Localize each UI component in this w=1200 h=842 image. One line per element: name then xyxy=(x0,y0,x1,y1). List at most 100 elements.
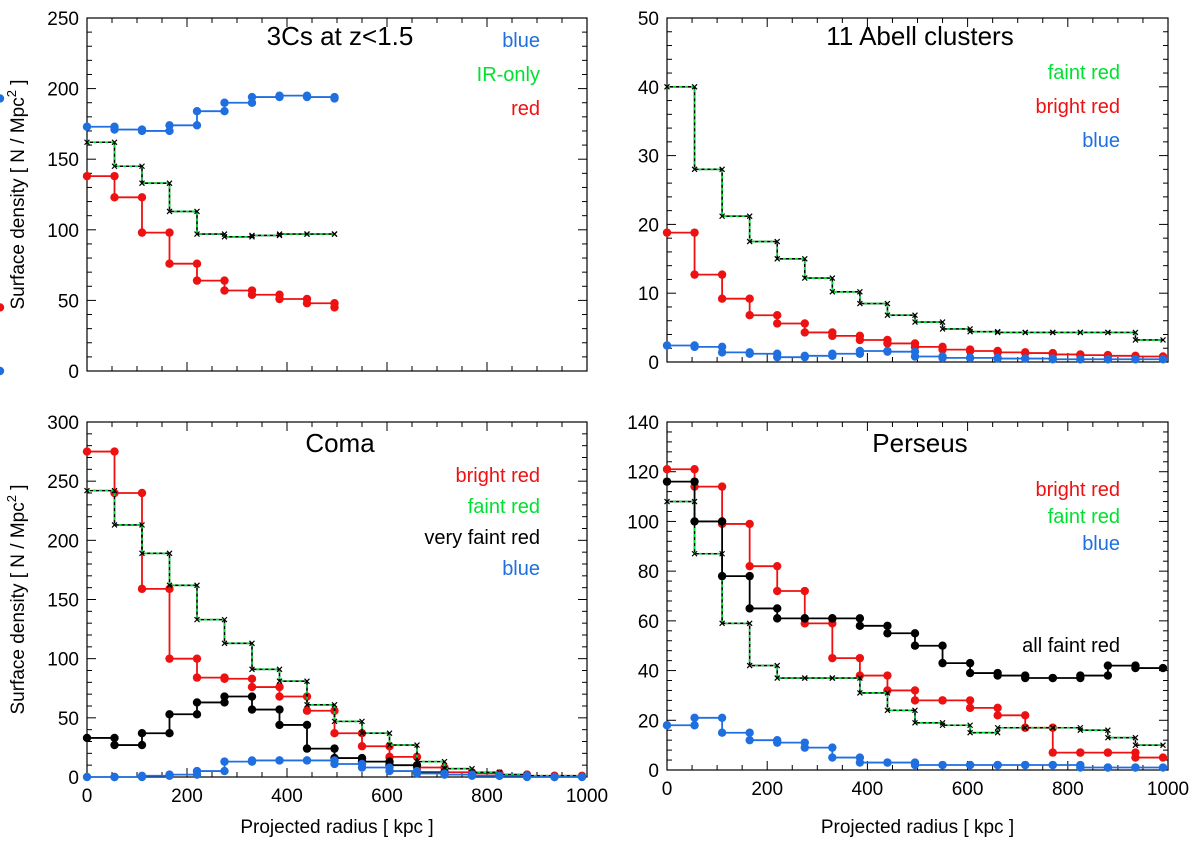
data-point xyxy=(275,91,284,100)
data-point xyxy=(828,349,837,358)
data-point xyxy=(1021,711,1030,720)
x-tick-label: 1000 xyxy=(566,786,608,807)
data-point xyxy=(690,477,699,486)
y-tick-label: 0 xyxy=(68,362,79,383)
data-point xyxy=(137,228,147,237)
panel-1: 0 50 100 150 200 250 Surface density [ N / Mpc… xyxy=(0,9,588,383)
x-tick-label: 800 xyxy=(471,786,503,807)
data-point xyxy=(1104,727,1111,734)
series-line-base xyxy=(667,86,1163,341)
data-point xyxy=(939,326,946,332)
data-point xyxy=(137,584,147,594)
y-axis-label: Surface density [ N / Mpc2 ] xyxy=(4,79,29,309)
data-point xyxy=(194,231,200,237)
data-point xyxy=(194,208,200,215)
data-point xyxy=(220,276,229,285)
data-point xyxy=(910,352,920,361)
data-point xyxy=(110,125,119,134)
data-point xyxy=(247,756,257,765)
data-point xyxy=(386,742,393,748)
data-point xyxy=(412,760,422,770)
panel-4: 0 200 400 600 800 1000 0 20 40 60 80 100 120 140 Proje… xyxy=(627,413,1189,838)
y-tick-label: 300 xyxy=(47,413,79,434)
data-point xyxy=(247,290,257,299)
data-point xyxy=(1158,355,1168,364)
x-tick-label: 1000 xyxy=(1147,779,1189,800)
data-point xyxy=(884,300,891,307)
data-point xyxy=(302,720,312,730)
y-tick-label: 250 xyxy=(47,472,79,493)
legend-entry: faint red xyxy=(1048,506,1120,528)
data-point xyxy=(276,666,283,673)
y-tick-label: 60 xyxy=(638,612,659,633)
data-point xyxy=(111,163,118,170)
data-point xyxy=(1048,760,1057,770)
data-point xyxy=(1131,355,1140,364)
data-point xyxy=(883,629,892,638)
data-point xyxy=(0,303,5,312)
data-point xyxy=(110,193,119,202)
data-point xyxy=(774,662,781,669)
data-point xyxy=(773,311,782,320)
data-point xyxy=(275,720,284,730)
y-tick-label: 40 xyxy=(638,662,659,683)
data-point xyxy=(359,718,365,725)
data-point xyxy=(690,228,699,237)
x-tick-label: 200 xyxy=(751,779,783,800)
data-point xyxy=(967,722,974,729)
data-point xyxy=(165,121,174,130)
data-point xyxy=(662,477,672,486)
y-tick-label: 120 xyxy=(627,463,659,484)
series-annotation: all faint red xyxy=(1022,635,1120,657)
panel-title: Coma xyxy=(305,428,375,458)
data-point xyxy=(828,614,837,623)
data-point xyxy=(965,346,975,356)
data-point xyxy=(994,729,1001,736)
data-point xyxy=(302,299,312,308)
data-point xyxy=(910,641,920,650)
legend-entry: red xyxy=(511,98,540,120)
data-point xyxy=(495,771,504,781)
data-point xyxy=(137,729,147,738)
series-blue xyxy=(82,756,587,782)
data-point xyxy=(883,339,892,348)
y-tick-label: 30 xyxy=(638,147,659,168)
data-point xyxy=(1021,760,1030,770)
data-point xyxy=(1076,671,1085,680)
data-point xyxy=(745,735,754,745)
data-point xyxy=(110,772,119,782)
data-point xyxy=(773,586,782,596)
data-point xyxy=(304,231,310,237)
panel-title: Perseus xyxy=(872,428,967,458)
y-tick-label: 0 xyxy=(68,768,79,789)
plot-frame xyxy=(666,421,1169,771)
data-point xyxy=(249,233,255,240)
data-point xyxy=(1021,354,1030,363)
data-point xyxy=(993,354,1002,363)
series-line xyxy=(87,94,336,132)
data-point xyxy=(965,703,975,713)
data-point xyxy=(166,180,173,187)
data-point xyxy=(357,742,367,751)
data-point xyxy=(746,213,753,220)
legend-entry: IR-only xyxy=(477,64,540,86)
legend-entry: blue xyxy=(1082,130,1120,152)
data-point xyxy=(719,166,726,173)
data-point xyxy=(1048,355,1057,364)
series-IR-only xyxy=(85,140,338,240)
data-point xyxy=(938,641,947,650)
data-point xyxy=(912,319,918,326)
data-point xyxy=(884,690,891,696)
data-point xyxy=(111,522,118,528)
data-point xyxy=(717,728,727,737)
data-point xyxy=(1076,763,1085,772)
data-point xyxy=(746,620,753,627)
panel-3: 0 200 400 600 800 1000 0 50 100 150 200 250 300 Surfa… xyxy=(4,413,608,838)
data-point xyxy=(1104,734,1111,741)
data-point xyxy=(773,738,782,747)
x-tick-label: 0 xyxy=(82,786,93,807)
data-point xyxy=(912,707,918,714)
data-point xyxy=(828,753,837,762)
data-point xyxy=(330,303,339,312)
series-blue xyxy=(0,91,339,376)
